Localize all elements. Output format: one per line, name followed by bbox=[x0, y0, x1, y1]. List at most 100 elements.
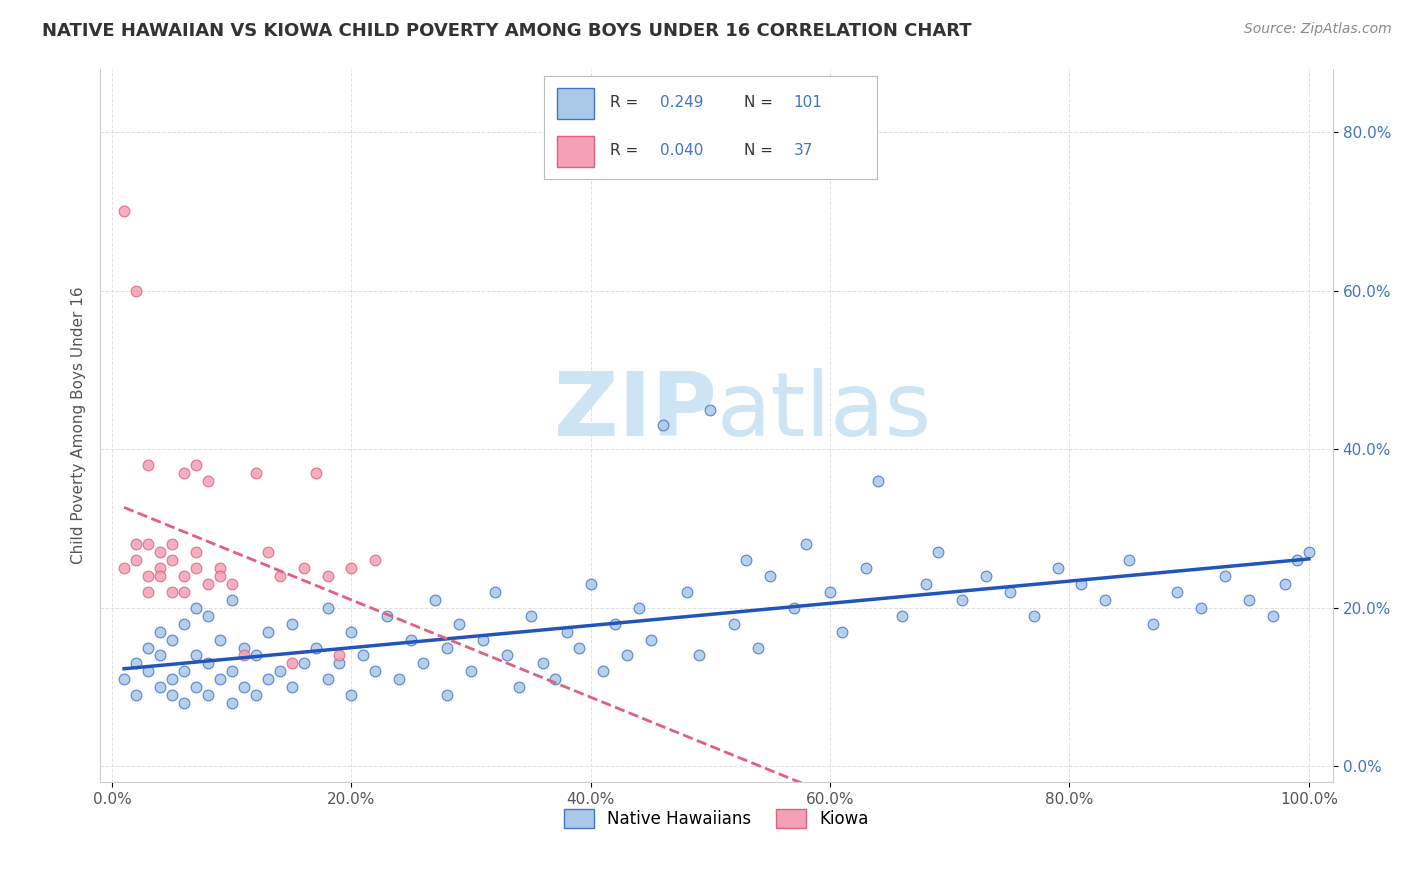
Point bbox=[340, 561, 363, 575]
Point bbox=[269, 569, 291, 583]
Point bbox=[160, 632, 183, 647]
Point bbox=[412, 657, 434, 671]
Point bbox=[173, 466, 195, 480]
Point bbox=[449, 616, 471, 631]
Point bbox=[735, 553, 758, 567]
Point bbox=[915, 577, 938, 591]
Point bbox=[472, 632, 495, 647]
Point bbox=[1142, 616, 1164, 631]
Point bbox=[208, 569, 231, 583]
Point bbox=[316, 672, 339, 686]
Point bbox=[794, 537, 817, 551]
Point bbox=[1237, 593, 1260, 607]
Point bbox=[292, 657, 315, 671]
Point bbox=[160, 672, 183, 686]
Point bbox=[232, 648, 254, 663]
Point bbox=[531, 657, 554, 671]
Point bbox=[340, 688, 363, 702]
Point bbox=[436, 688, 458, 702]
Point bbox=[1298, 545, 1320, 559]
Point bbox=[125, 537, 148, 551]
Point bbox=[927, 545, 949, 559]
Point bbox=[364, 665, 387, 679]
Point bbox=[184, 561, 207, 575]
Point bbox=[616, 648, 638, 663]
Point bbox=[352, 648, 374, 663]
Point bbox=[149, 561, 172, 575]
Point bbox=[125, 657, 148, 671]
Point bbox=[375, 608, 398, 623]
Point bbox=[316, 569, 339, 583]
Point bbox=[184, 648, 207, 663]
Point bbox=[699, 402, 721, 417]
Text: NATIVE HAWAIIAN VS KIOWA CHILD POVERTY AMONG BOYS UNDER 16 CORRELATION CHART: NATIVE HAWAIIAN VS KIOWA CHILD POVERTY A… bbox=[42, 22, 972, 40]
Point bbox=[173, 665, 195, 679]
Point bbox=[436, 640, 458, 655]
Point bbox=[112, 561, 135, 575]
Point bbox=[136, 537, 159, 551]
Point bbox=[245, 688, 267, 702]
Point bbox=[280, 616, 302, 631]
Point bbox=[891, 608, 914, 623]
Point bbox=[245, 648, 267, 663]
Legend: Native Hawaiians, Kiowa: Native Hawaiians, Kiowa bbox=[557, 802, 876, 835]
Point bbox=[245, 466, 267, 480]
Point bbox=[256, 672, 278, 686]
Point bbox=[197, 474, 219, 488]
Point bbox=[149, 680, 172, 694]
Point bbox=[364, 553, 387, 567]
Point bbox=[208, 672, 231, 686]
Point bbox=[783, 600, 806, 615]
Point bbox=[197, 577, 219, 591]
Text: Source: ZipAtlas.com: Source: ZipAtlas.com bbox=[1244, 22, 1392, 37]
Point bbox=[160, 585, 183, 599]
Point bbox=[149, 624, 172, 639]
Point bbox=[221, 665, 243, 679]
Point bbox=[136, 665, 159, 679]
Point bbox=[304, 466, 326, 480]
Point bbox=[508, 680, 530, 694]
Point bbox=[866, 474, 889, 488]
Point bbox=[304, 640, 326, 655]
Point bbox=[256, 624, 278, 639]
Point bbox=[555, 624, 578, 639]
Point bbox=[136, 569, 159, 583]
Point bbox=[184, 600, 207, 615]
Point bbox=[149, 648, 172, 663]
Point bbox=[950, 593, 973, 607]
Point bbox=[388, 672, 411, 686]
Point bbox=[149, 545, 172, 559]
Point bbox=[160, 537, 183, 551]
Point bbox=[112, 672, 135, 686]
Point bbox=[1022, 608, 1045, 623]
Point bbox=[1118, 553, 1140, 567]
Point bbox=[818, 585, 841, 599]
Point bbox=[1213, 569, 1236, 583]
Point bbox=[280, 680, 302, 694]
Point bbox=[184, 545, 207, 559]
Point bbox=[221, 696, 243, 710]
Point bbox=[125, 284, 148, 298]
Point bbox=[173, 569, 195, 583]
Point bbox=[208, 561, 231, 575]
Point bbox=[221, 577, 243, 591]
Text: atlas: atlas bbox=[717, 368, 932, 455]
Point bbox=[1189, 600, 1212, 615]
Point bbox=[1285, 553, 1308, 567]
Point bbox=[1166, 585, 1188, 599]
Point bbox=[401, 632, 423, 647]
Point bbox=[136, 640, 159, 655]
Point bbox=[112, 204, 135, 219]
Point bbox=[1261, 608, 1284, 623]
Point bbox=[184, 458, 207, 472]
Point bbox=[688, 648, 710, 663]
Point bbox=[1046, 561, 1069, 575]
Point bbox=[173, 585, 195, 599]
Point bbox=[998, 585, 1021, 599]
Point bbox=[292, 561, 315, 575]
Point bbox=[496, 648, 519, 663]
Point bbox=[256, 545, 278, 559]
Point bbox=[603, 616, 626, 631]
Point bbox=[759, 569, 782, 583]
Point bbox=[340, 624, 363, 639]
